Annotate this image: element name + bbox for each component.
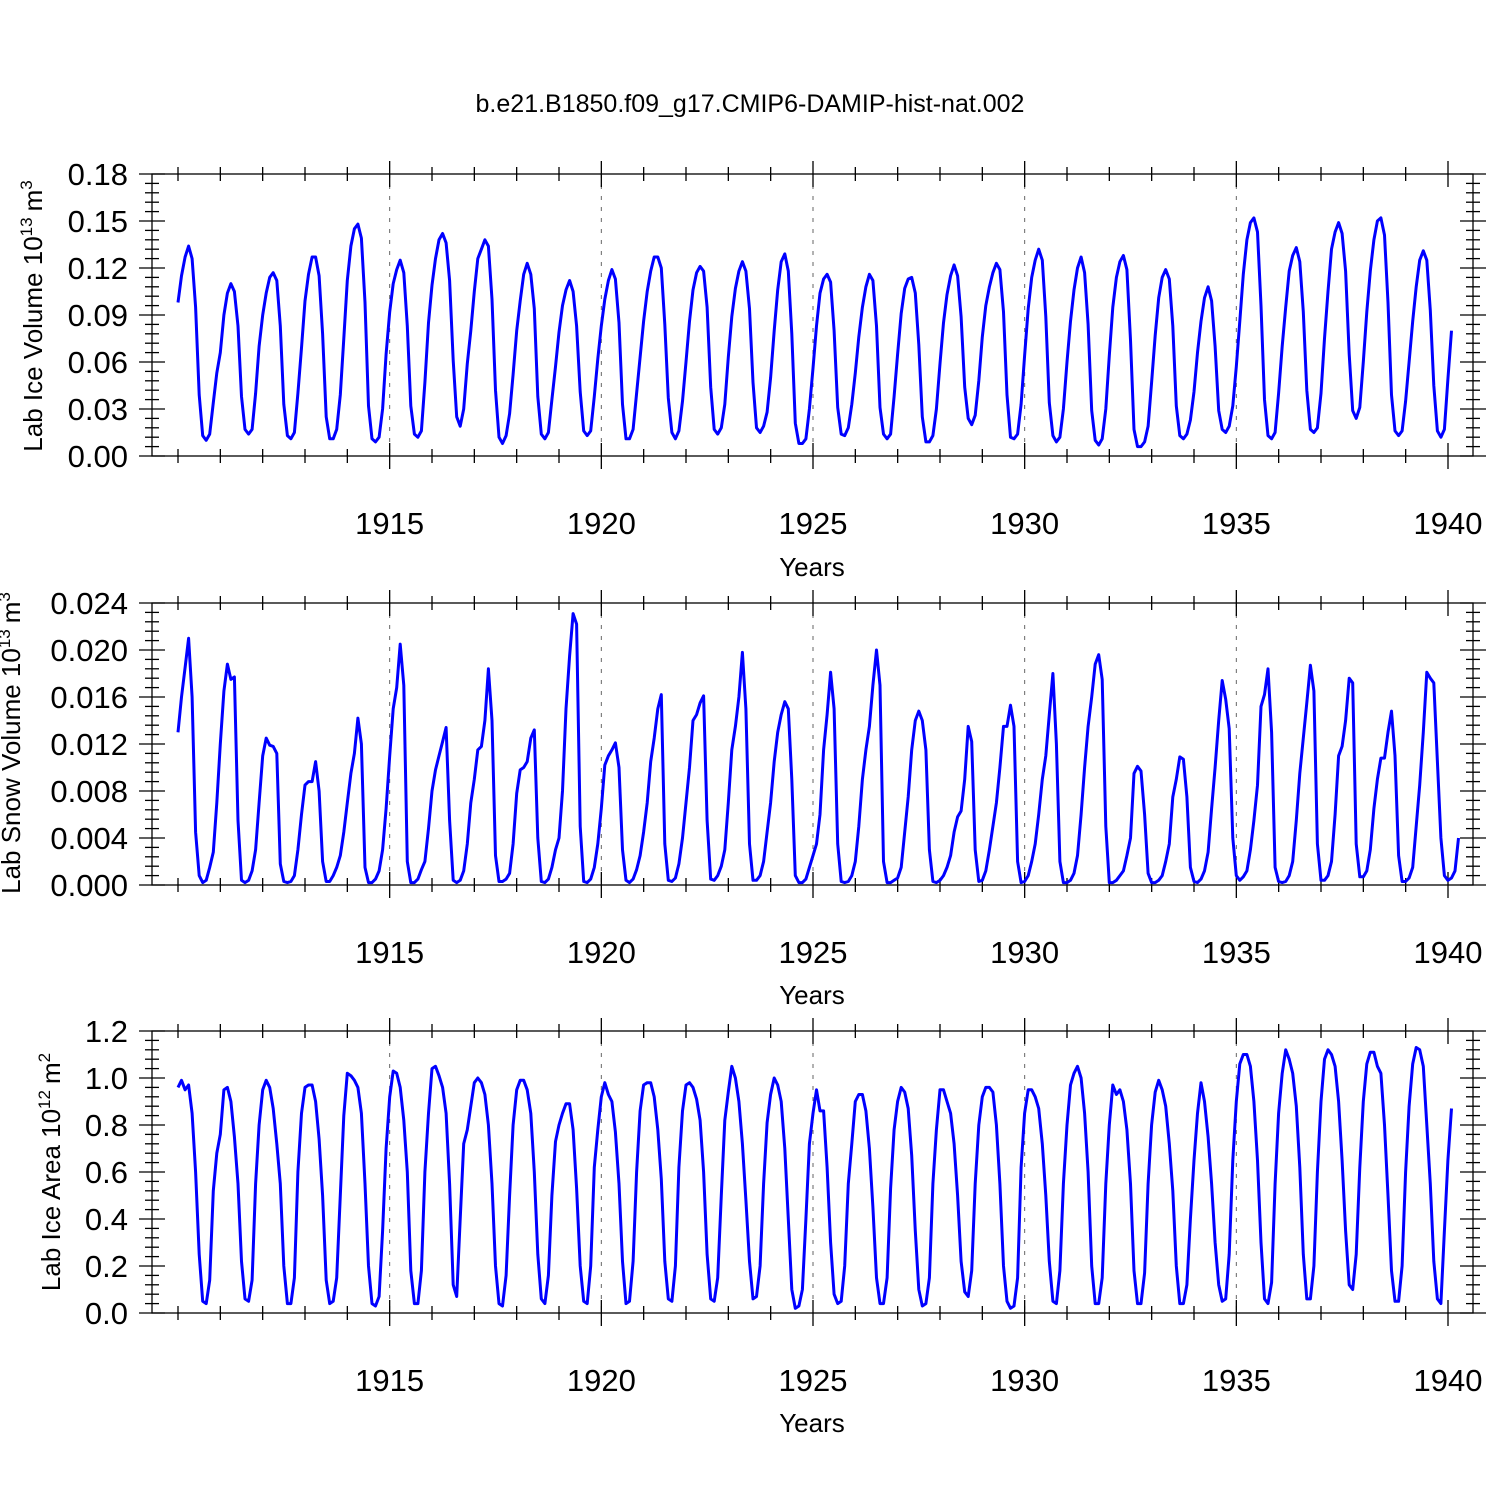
y-axis-label: Lab Ice Area 1012m2 bbox=[35, 1053, 66, 1291]
x-tick-label: 1920 bbox=[567, 506, 636, 541]
y-tick-label: 0.008 bbox=[50, 774, 128, 809]
y-tick-label: 0.016 bbox=[50, 680, 128, 715]
x-tick-label: 1925 bbox=[779, 1363, 848, 1398]
x-axis-label: Years bbox=[779, 980, 845, 1010]
x-axis-label: Years bbox=[779, 1408, 845, 1438]
x-axis-label: Years bbox=[779, 552, 845, 582]
figure-title: b.e21.B1850.f09_g17.CMIP6-DAMIP-hist-nat… bbox=[476, 90, 1025, 118]
x-tick-label: 1940 bbox=[1414, 935, 1483, 970]
y-tick-label: 0.004 bbox=[50, 821, 128, 856]
x-tick-label: 1930 bbox=[990, 506, 1059, 541]
panel-ice-volume: Years Lab Ice Volume 1013m3 bbox=[17, 180, 845, 582]
y-tick-label: 0.09 bbox=[68, 298, 128, 333]
plot-area-1: 0.00 0.03 0.06 0.09 0.12 0.15 0.18 1915 1920 1925… bbox=[68, 157, 1486, 541]
x-tick-label: 1915 bbox=[355, 935, 424, 970]
x-tick-label: 1940 bbox=[1414, 1363, 1483, 1398]
y-tick-label: 1.2 bbox=[85, 1014, 128, 1049]
y-tick-label: 0.020 bbox=[50, 633, 128, 668]
data-series-line bbox=[176, 216, 1453, 449]
x-tick-label: 1940 bbox=[1414, 506, 1483, 541]
x-tick-label: 1935 bbox=[1202, 506, 1271, 541]
y-tick-label: 0.000 bbox=[50, 868, 128, 903]
y-tick-label: 0.0 bbox=[85, 1296, 128, 1331]
y-tick-label: 0.024 bbox=[50, 586, 128, 621]
data-series-line bbox=[176, 612, 1460, 885]
y-tick-label: 0.4 bbox=[85, 1202, 128, 1237]
x-tick-label: 1925 bbox=[779, 935, 848, 970]
y-tick-label: 0.15 bbox=[68, 204, 128, 239]
x-tick-label: 1935 bbox=[1202, 935, 1271, 970]
y-tick-label: 1.0 bbox=[85, 1061, 128, 1096]
x-tick-label: 1930 bbox=[990, 935, 1059, 970]
plot-area-3: 0.0 0.2 0.4 0.6 0.8 1.0 1.2 1915 1920 1925 1930 193… bbox=[85, 1014, 1486, 1398]
y-tick-label: 0.2 bbox=[85, 1249, 128, 1284]
x-tick-label: 1920 bbox=[567, 935, 636, 970]
y-tick-label: 0.8 bbox=[85, 1108, 128, 1143]
panel-ice-area: Years Lab Ice Area 1012m2 bbox=[35, 1053, 845, 1438]
y-axis-label: Lab Snow Volume 1013m3 bbox=[0, 592, 26, 894]
y-tick-label: 0.012 bbox=[50, 727, 128, 762]
y-tick-label: 0.00 bbox=[68, 439, 128, 474]
x-tick-label: 1915 bbox=[355, 506, 424, 541]
y-tick-label: 0.18 bbox=[68, 157, 128, 192]
y-tick-label: 0.06 bbox=[68, 345, 128, 380]
y-tick-label: 0.6 bbox=[85, 1155, 128, 1190]
y-tick-label: 0.12 bbox=[68, 251, 128, 286]
x-tick-label: 1915 bbox=[355, 1363, 424, 1398]
x-tick-label: 1925 bbox=[779, 506, 848, 541]
plot-area-2: 0.000 0.004 0.008 0.012 0.016 0.020 0.024 1915 1… bbox=[50, 586, 1486, 970]
panel-snow-volume: Years Lab Snow Volume 1013m3 bbox=[0, 592, 845, 1010]
x-tick-label: 1935 bbox=[1202, 1363, 1271, 1398]
y-tick-label: 0.03 bbox=[68, 392, 128, 427]
x-tick-label: 1920 bbox=[567, 1363, 636, 1398]
x-tick-label: 1930 bbox=[990, 1363, 1059, 1398]
data-series-line bbox=[176, 1046, 1453, 1310]
y-axis-label: Lab Ice Volume 1013m3 bbox=[17, 180, 48, 451]
